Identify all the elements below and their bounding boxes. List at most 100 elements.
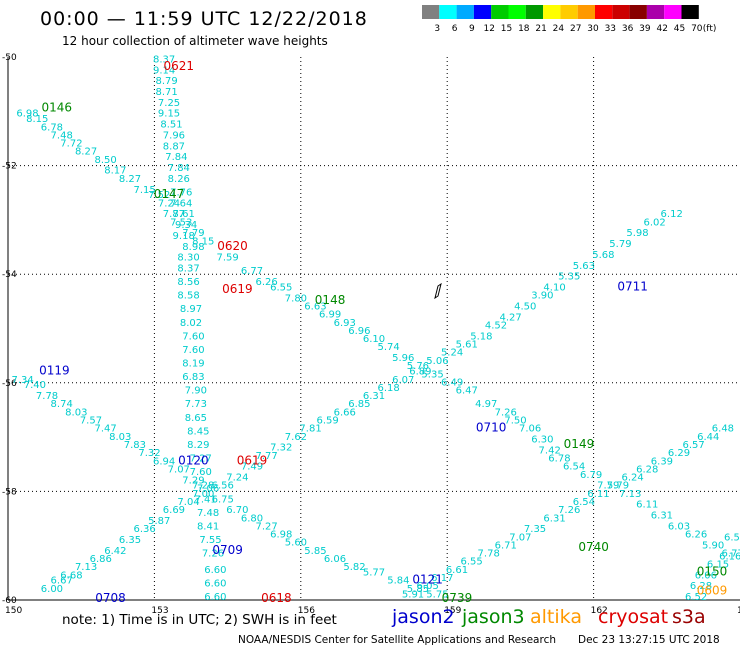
wave-height-value: 6.03 — [668, 521, 690, 532]
wave-height-value: 6.96 — [348, 326, 370, 337]
wave-height-value: 6.51 — [724, 532, 740, 543]
colorbar-swatch — [664, 5, 682, 19]
wave-height-value: 6.61 — [446, 565, 468, 576]
wave-height-value: 6.28 — [636, 464, 658, 475]
wave-height-value: 7.84 — [168, 163, 190, 174]
colorbar-swatch — [543, 5, 561, 19]
wave-height-value: 7.13 — [75, 562, 97, 573]
footer-note: note: 1) Time is in UTC; 2) SWH is in fe… — [62, 612, 337, 628]
wave-height-value: 7.04 — [177, 497, 199, 508]
pass-id-label: 0150 — [697, 565, 728, 579]
wave-height-value: 6.10 — [363, 334, 385, 345]
y-tick-label: -52 — [2, 162, 17, 172]
y-tick-label: -54 — [2, 270, 17, 280]
colorbar-tick-label: 70 — [691, 24, 703, 34]
pass-id-label: 0119 — [39, 364, 70, 378]
wave-height-value: 5.84 — [387, 576, 409, 587]
colorbar-swatch — [681, 5, 699, 19]
wave-height-value: 7.77 — [256, 451, 278, 462]
colorbar-tick-label: 6 — [452, 24, 458, 34]
wave-height-value: 6.99 — [319, 310, 341, 321]
wave-height-value: 8.50 — [94, 155, 116, 166]
wave-height-value: 7.06 — [197, 483, 219, 494]
wave-height-value: 8.79 — [155, 76, 177, 87]
wave-height-value: 7.73 — [185, 399, 207, 410]
pass-id-label: 0710 — [476, 421, 507, 435]
y-tick-label: -50 — [2, 53, 17, 63]
x-tick-label: 156 — [298, 606, 315, 616]
wave-height-value: 6.60 — [204, 592, 226, 603]
wave-height-value: 7.49 — [241, 462, 263, 473]
wave-height-value: 6.29 — [668, 448, 690, 459]
wave-height-value: 5.75 — [426, 589, 448, 600]
wave-height-value: 5.60 — [285, 538, 307, 549]
wave-height-value: 7.76 — [170, 187, 192, 198]
colorbar-swatch — [439, 5, 457, 19]
wave-height-value: 7.41 — [195, 494, 217, 505]
wave-height-value: 6.78 — [548, 454, 570, 465]
marker-glyph — [434, 282, 442, 300]
wave-height-value: 9.34 — [175, 220, 197, 231]
wave-height-value: 7.00 — [192, 489, 214, 500]
wave-height-value: 6.11 — [587, 489, 609, 500]
wave-height-value: 6.89 — [409, 367, 431, 378]
pass-id-label: 0620 — [217, 239, 248, 253]
wave-height-value: 6.86 — [90, 554, 112, 565]
wave-height-value: 5.96 — [392, 353, 414, 364]
wave-height-value: 7.81 — [299, 424, 321, 435]
colorbar-tick-label: 36 — [622, 24, 634, 34]
wave-height-value: 8.29 — [187, 440, 209, 451]
wave-height-value: 5.35 — [558, 272, 580, 283]
wave-height-value: 6.79 — [580, 470, 602, 481]
wave-height-value: 6.80 — [241, 513, 263, 524]
pass-id-label: 0709 — [212, 543, 243, 557]
wave-height-value: 6.31 — [363, 391, 385, 402]
wave-height-value: 8.02 — [180, 318, 202, 329]
colorbar-tick-label: 39 — [639, 24, 651, 34]
wave-height-value: 6.54 — [573, 497, 595, 508]
pass-id-label: 0609 — [697, 584, 728, 598]
wave-height-value: 7.79 — [182, 228, 204, 239]
pass-id-label: 0146 — [42, 100, 73, 114]
wave-height-value: 6.52 — [685, 592, 707, 603]
wave-height-value: 7.26 — [495, 407, 517, 418]
color-scale-legend: 3 6 9 12 15 18 21 24 27 30 33 36 39 42 45 70 (ft) — [422, 5, 716, 34]
wave-height-value: 7.80 — [285, 293, 307, 304]
colorbar-tick-label: 12 — [483, 24, 494, 34]
wave-height-value: 6.94 — [153, 456, 175, 467]
wave-height-value: 5.79 — [607, 481, 629, 492]
wave-height-value: 6.77 — [722, 549, 740, 560]
pass-id-label: 0148 — [315, 293, 346, 307]
wave-height-value: 6.60 — [204, 578, 226, 589]
wave-height-value: 6.69 — [163, 505, 185, 516]
wave-height-value: 8.03 — [109, 432, 131, 443]
wave-height-value: 7.07 — [509, 532, 531, 543]
colorbar-tick-label: 45 — [674, 24, 685, 34]
wave-height-value: 7.27 — [256, 521, 278, 532]
chart-title: 00:00 — 11:59 UTC 12/22/2018 — [40, 8, 368, 30]
wave-height-value: 9.14 — [153, 65, 175, 76]
colorbar-tick-label: 27 — [570, 24, 581, 34]
colorbar-tick-label: 15 — [501, 24, 512, 34]
y-tick-label: -56 — [2, 379, 17, 389]
wave-height-value: 5.82 — [343, 562, 365, 573]
wave-height-value: 7.27 — [190, 454, 212, 465]
wave-height-value: 8.45 — [187, 426, 209, 437]
colorbar-swatch — [629, 5, 647, 19]
pass-id-label: 0619 — [237, 453, 268, 467]
wave-height-value: 6.60 — [204, 565, 226, 576]
wave-height-value: 8.71 — [155, 87, 177, 98]
wave-height-value: 8.15 — [192, 236, 214, 247]
wave-height-value: 5.85 — [304, 546, 326, 557]
wave-height-value: 7.53 — [170, 217, 192, 228]
wave-height-value: 7.59 — [216, 253, 238, 264]
wave-height-value: 6.67 — [51, 576, 73, 587]
x-tick-label: 159 — [444, 606, 461, 616]
wave-height-value: 5.74 — [378, 342, 400, 353]
wave-height-value: 7.26 — [558, 505, 580, 516]
wave-height-value: 7.06 — [519, 424, 541, 435]
pass-id-label: 0147 — [154, 187, 185, 201]
x-tick-label: 150 — [5, 606, 22, 616]
wave-height-value: 6.59 — [317, 416, 339, 427]
wave-height-value: 5.87 — [148, 516, 170, 527]
